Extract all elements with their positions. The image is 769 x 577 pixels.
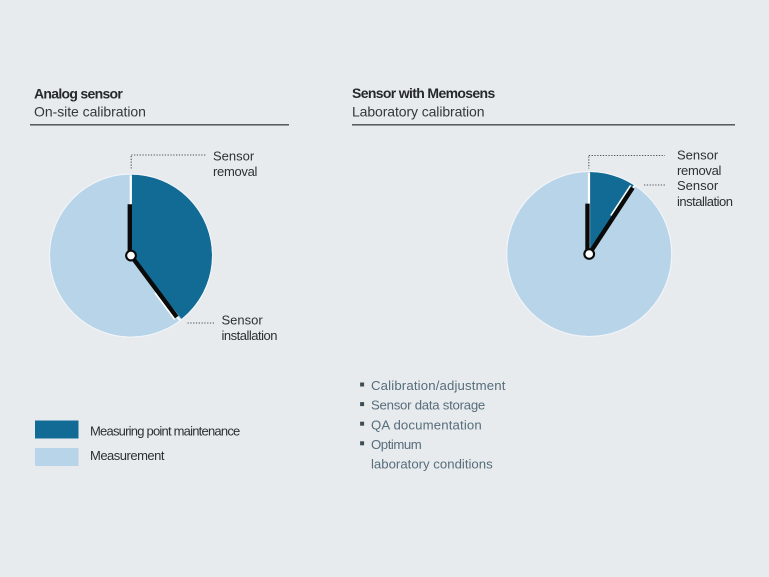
svg-text:installation: installation: [677, 194, 733, 209]
svg-text:installation: installation: [222, 328, 278, 343]
svg-text:Laboratory calibration: Laboratory calibration: [352, 104, 484, 120]
svg-text:Sensor: Sensor: [677, 178, 719, 193]
svg-text:Sensor: Sensor: [222, 313, 264, 328]
svg-text:Calibration/adjustment: Calibration/adjustment: [371, 378, 506, 393]
svg-text:Sensor: Sensor: [213, 148, 255, 163]
svg-text:Sensor data storage: Sensor data storage: [371, 398, 485, 413]
svg-text:On-site calibration: On-site calibration: [34, 104, 146, 120]
svg-text:Analog sensor: Analog sensor: [34, 86, 123, 102]
svg-text:removal: removal: [213, 164, 258, 179]
svg-text:Measurement: Measurement: [90, 448, 165, 463]
svg-text:Optimum: Optimum: [371, 437, 422, 452]
svg-text:QA documentation: QA documentation: [371, 417, 482, 432]
svg-text:Sensor: Sensor: [677, 147, 719, 162]
svg-text:laboratory conditions: laboratory conditions: [371, 457, 493, 472]
svg-text:Measuring point maintenance: Measuring point maintenance: [90, 424, 240, 439]
svg-text:removal: removal: [677, 163, 722, 178]
svg-text:Sensor with Memosens: Sensor with Memosens: [352, 85, 495, 101]
